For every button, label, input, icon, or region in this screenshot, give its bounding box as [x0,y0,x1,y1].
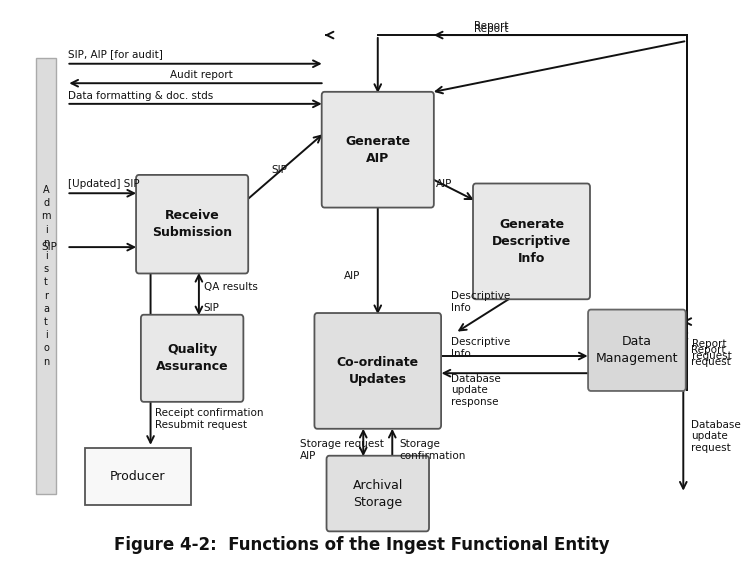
Text: Data formatting & doc. stds: Data formatting & doc. stds [68,91,214,101]
Text: Archival
Storage: Archival Storage [352,479,403,508]
FancyBboxPatch shape [136,175,248,274]
FancyBboxPatch shape [141,315,243,402]
Text: Receipt confirmation
Resubmit request: Receipt confirmation Resubmit request [156,408,264,430]
Text: Storage
confirmation: Storage confirmation [399,439,465,461]
Text: Database
update
request: Database update request [691,419,741,453]
Text: QA results: QA results [203,282,257,292]
Text: Descriptive
Info: Descriptive Info [451,337,510,359]
Text: Receive
Submission: Receive Submission [152,209,232,239]
Text: Figure 4-2:  Functions of the Ingest Functional Entity: Figure 4-2: Functions of the Ingest Func… [114,536,610,554]
Text: Audit report: Audit report [170,70,233,80]
Text: Quality
Assurance: Quality Assurance [156,343,228,373]
FancyBboxPatch shape [37,58,56,494]
Text: Data
Management: Data Management [595,336,678,365]
FancyBboxPatch shape [322,92,434,208]
Text: Descriptive
Info: Descriptive Info [451,291,510,313]
Text: Generate
AIP: Generate AIP [346,135,411,165]
FancyBboxPatch shape [327,455,429,531]
Text: AIP: AIP [436,179,452,189]
Text: Report: Report [474,21,509,31]
Text: Storage request
AIP: Storage request AIP [301,439,384,461]
Text: SIP: SIP [203,303,220,313]
Text: Report
request: Report request [691,345,731,367]
Text: A
d
m
i
n
i
s
t
r
a
t
i
o
n: A d m i n i s t r a t i o n [41,185,51,367]
FancyBboxPatch shape [85,448,191,505]
FancyBboxPatch shape [588,310,686,391]
Text: Database
update
response: Database update response [451,374,501,407]
Text: Generate
Descriptive
Info: Generate Descriptive Info [492,218,571,265]
FancyBboxPatch shape [314,313,441,429]
Text: AIP: AIP [344,271,361,281]
Text: Co-ordinate
Updates: Co-ordinate Updates [337,356,419,386]
Text: SIP: SIP [272,166,287,175]
Text: SIP, AIP [for audit]: SIP, AIP [for audit] [68,50,163,60]
Text: Producer: Producer [110,470,166,483]
Text: [Updated] SIP: [Updated] SIP [68,179,140,189]
Text: SIP: SIP [41,242,57,252]
Text: Report
request: Report request [692,339,732,361]
Text: Report: Report [474,24,509,34]
FancyBboxPatch shape [473,184,590,300]
